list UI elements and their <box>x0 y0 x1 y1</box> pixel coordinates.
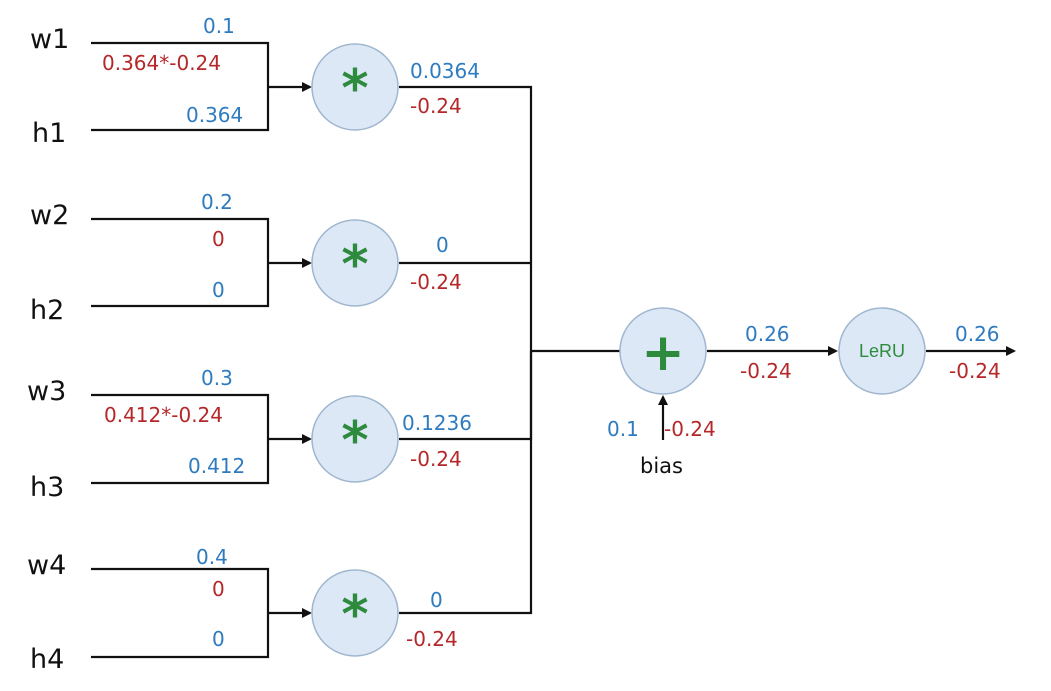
weight-gradient-w1: 0.364*-0.24 <box>102 51 221 75</box>
weight-value-w1: 0.1 <box>203 14 235 38</box>
input-group-4: w4 h4 0.4 0 0 <box>27 545 312 675</box>
output-value: 0.26 <box>955 322 1000 346</box>
multiply-output-value-4: 0 <box>430 588 443 612</box>
multiply-symbol-1: * <box>341 59 368 119</box>
multiply-output-gradient-3: -0.24 <box>410 447 462 471</box>
sum-output-value: 0.26 <box>745 322 790 346</box>
input-label-w2: w2 <box>30 200 69 231</box>
bias-value: 0.1 <box>607 417 639 441</box>
activation-label: LeRU <box>859 341 905 361</box>
activation-node: LeRU <box>838 307 926 395</box>
input-wire-4 <box>91 567 270 659</box>
multiply-node-circle-3 <box>311 395 399 483</box>
multiply-node-1: * <box>311 43 399 131</box>
sum-output-gradient: -0.24 <box>740 359 792 383</box>
input-label-h4: h4 <box>30 644 64 675</box>
sum-symbol: + <box>641 323 685 383</box>
multiply-output-wire-1 <box>399 85 533 351</box>
input-value-h4: 0 <box>212 627 225 651</box>
multiply-output-value-2: 0 <box>436 233 449 257</box>
multiply-node-circle-2 <box>311 219 399 307</box>
multiply-node-4: * <box>311 569 399 657</box>
bias-label: bias <box>640 454 683 478</box>
sum-node-circle <box>619 307 707 395</box>
input-label-w1: w1 <box>30 24 69 55</box>
bias-gradient: -0.24 <box>664 417 716 441</box>
multiply-node-2: * <box>311 219 399 307</box>
weight-gradient-w2: 0 <box>212 227 225 251</box>
input-label-h2: h2 <box>30 295 64 326</box>
multiply-output-value-1: 0.0364 <box>410 59 480 83</box>
input-label-h3: h3 <box>30 472 64 503</box>
input-group-1: w1 h1 0.1 0.364*-0.24 0.364 <box>30 14 312 149</box>
input-value-h1: 0.364 <box>186 103 243 127</box>
input-group-2: w2 h2 0.2 0 0 <box>30 190 312 326</box>
input-label-w3: w3 <box>27 376 66 407</box>
sum-node: + <box>619 307 707 395</box>
weight-value-w2: 0.2 <box>201 190 233 214</box>
input-group-3: w3 h3 0.3 0.412*-0.24 0.412 <box>27 366 312 503</box>
weight-gradient-w4: 0 <box>212 577 225 601</box>
multiply-output-gradient-2: -0.24 <box>410 270 462 294</box>
activation-node-circle <box>838 307 926 395</box>
multiply-node-circle-1 <box>311 43 399 131</box>
multiply-output-gradient-1: -0.24 <box>410 94 462 118</box>
multiply-output-gradient-4: -0.24 <box>406 627 458 651</box>
multiply-symbol-4: * <box>341 585 368 645</box>
multiply-node-circle-4 <box>311 569 399 657</box>
weight-value-w3: 0.3 <box>201 366 233 390</box>
input-wire-2 <box>91 217 270 308</box>
output-gradient: -0.24 <box>949 359 1001 383</box>
input-value-h2: 0 <box>212 278 225 302</box>
multiply-output-wire-4 <box>399 351 533 615</box>
weight-gradient-w3: 0.412*-0.24 <box>104 403 223 427</box>
multiply-symbol-3: * <box>341 411 368 471</box>
input-label-h1: h1 <box>32 118 66 149</box>
multiply-output-value-3: 0.1236 <box>402 411 472 435</box>
multiply-symbol-2: * <box>341 235 368 295</box>
multiply-node-3: * <box>311 395 399 483</box>
input-value-h3: 0.412 <box>188 454 245 478</box>
weight-value-w4: 0.4 <box>196 545 228 569</box>
input-label-w4: w4 <box>27 550 66 581</box>
